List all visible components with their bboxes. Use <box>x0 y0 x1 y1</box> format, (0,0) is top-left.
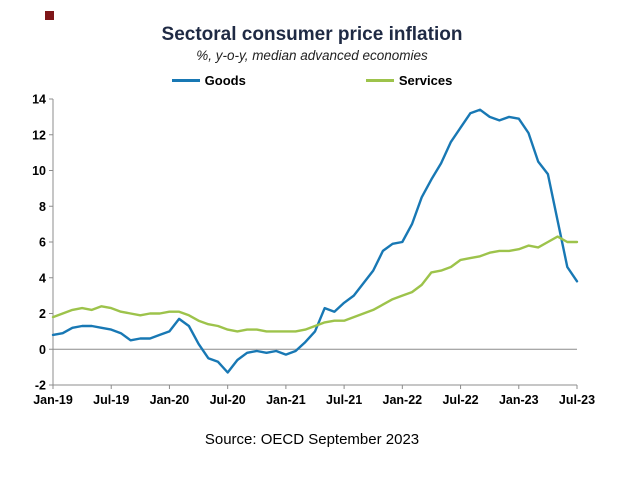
x-tick-label: Jul-20 <box>210 393 246 407</box>
chart-title: Sectoral consumer price inflation <box>161 24 463 45</box>
chart-legend: Goods Services <box>0 71 624 89</box>
legend-item-services: Services <box>365 72 453 88</box>
y-tick-label: 0 <box>39 343 46 357</box>
x-tick-label: Jan-19 <box>33 393 73 407</box>
x-tick-label: Jan-20 <box>150 393 190 407</box>
chart-subtitle: %, y-o-y, median advanced economies <box>196 48 428 63</box>
x-tick-label: Jan-22 <box>383 393 423 407</box>
axes <box>52 99 577 386</box>
goods-line-swatch <box>171 78 200 82</box>
legend-label-services: Services <box>398 72 453 88</box>
y-axis: -2 0 2 4 6 8 10 12 14 <box>32 93 53 393</box>
x-tick-label: Jul-21 <box>326 393 362 407</box>
x-tick-label: Jul-23 <box>559 393 595 407</box>
services-line <box>51 235 579 333</box>
x-axis: Jan-19 Jul-19 Jan-20 Jul-20 Jan-21 Jul-21 Jan-… <box>33 385 595 407</box>
y-tick-label: 8 <box>39 200 46 214</box>
x-tick-label: Jan-23 <box>499 393 539 407</box>
y-tick-label: 6 <box>39 236 46 250</box>
y-tick-label: 10 <box>32 164 46 178</box>
y-tick-label: 12 <box>32 128 46 142</box>
goods-line <box>51 108 579 374</box>
services-line-swatch <box>365 78 394 82</box>
x-tick-label: Jul-19 <box>93 393 129 407</box>
y-tick-label: 4 <box>39 271 46 285</box>
legend-label-goods: Goods <box>204 72 246 88</box>
y-tick-label: 14 <box>32 93 46 107</box>
x-tick-label: Jul-22 <box>442 393 478 407</box>
x-tick-label: Jan-21 <box>266 393 306 407</box>
y-tick-label: 2 <box>39 307 46 321</box>
source-note: Source: OECD September 2023 <box>204 431 420 448</box>
legend-item-goods: Goods <box>171 72 246 88</box>
y-tick-label: -2 <box>35 379 46 393</box>
corner-mark <box>45 11 54 20</box>
